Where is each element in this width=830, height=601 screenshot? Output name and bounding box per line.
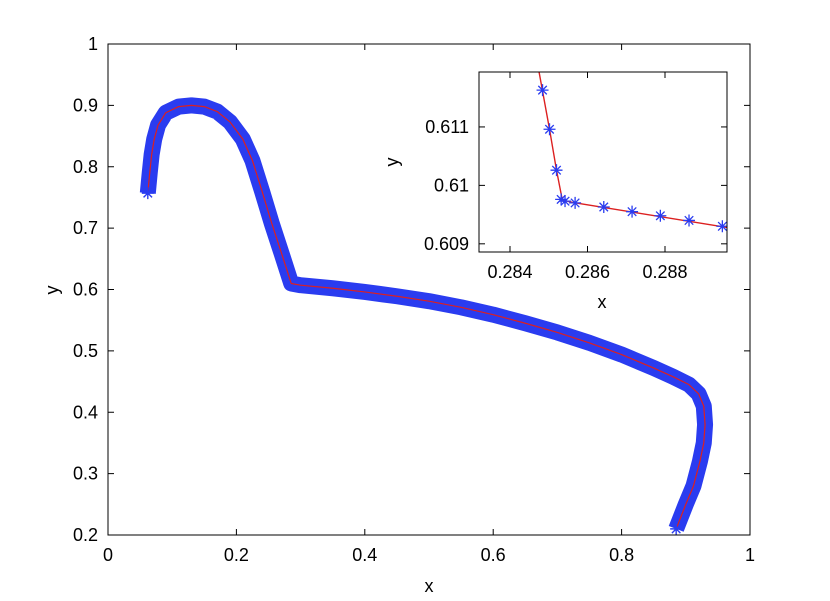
main-x-tick-label: 1: [745, 545, 755, 565]
main-y-axis-label: y: [42, 286, 62, 295]
main-series-end-marker: [670, 522, 683, 535]
inset-x-ticks: 0.284 0.286 0.288: [487, 72, 688, 282]
main-y-tick-label: 1: [88, 34, 98, 54]
inset-series-marker: [559, 195, 572, 208]
main-y-tick-label: 0.6: [73, 280, 98, 300]
main-y-tick-label: 0.3: [73, 464, 98, 484]
inset-x-tick-label: 0.284: [487, 262, 532, 282]
inset-x-tick-label: 0.286: [565, 262, 610, 282]
inset-y-tick-label: 0.609: [424, 234, 469, 254]
inset-x-tick-label: 0.288: [642, 262, 687, 282]
main-y-tick-label: 0.5: [73, 341, 98, 361]
main-series-line: [147, 104, 706, 530]
main-x-axis-label: x: [425, 576, 434, 596]
inset-series-marker: [569, 196, 582, 209]
main-x-tick-label: 0: [103, 545, 113, 565]
inset-series-group: [536, 72, 727, 233]
inset-plot: 0.284 0.286 0.288 0.609 0.61 0.611 x y: [382, 71, 728, 312]
inset-series-marker: [543, 123, 556, 136]
main-x-tick-label: 0.2: [224, 545, 249, 565]
main-y-ticks: 0.2 0.3 0.4 0.5 0.6 0.7 0.8 0.9 1: [73, 34, 750, 545]
main-series-end-marker: [141, 187, 154, 200]
main-series: [139, 97, 714, 535]
main-y-tick-label: 0.2: [73, 525, 98, 545]
inset-series-marker: [550, 164, 563, 177]
inset-y-ticks: 0.609 0.61 0.611: [424, 117, 727, 254]
inset-series-marker: [536, 84, 549, 97]
main-y-tick-label: 0.7: [73, 218, 98, 238]
main-y-tick-label: 0.4: [73, 402, 98, 422]
inset-series-marker: [654, 209, 667, 222]
inset-y-axis-label: y: [382, 158, 402, 167]
inset-y-tick-label: 0.61: [434, 175, 469, 195]
main-x-tick-label: 0.6: [481, 545, 506, 565]
main-plot: 0 0.2 0.4 0.6 0.8 1 0.20.30.40.50.60.70.80.91…: [42, 34, 755, 596]
inset-x-axis-label: x: [598, 292, 607, 312]
inset-series-marker: [597, 201, 610, 213]
main-y-tick-label: 0.8: [73, 157, 98, 177]
main-x-tick-label: 0.8: [609, 545, 634, 565]
inset-series: [536, 72, 727, 233]
inset-y-tick-label: 0.611: [425, 117, 469, 137]
inset-plot-background: [479, 72, 727, 252]
inset-series-marker: [555, 193, 568, 206]
inset-series-marker: [683, 214, 696, 227]
main-x-ticks: 0 0.2 0.4 0.6 0.8 1: [103, 44, 755, 565]
inset-series-marker: [716, 220, 727, 233]
inset-series-marker: [626, 205, 639, 218]
main-x-tick-label: 0.4: [352, 545, 377, 565]
main-y-tick-label: 0.9: [73, 95, 98, 115]
inset-plot-frame: [478, 71, 728, 253]
